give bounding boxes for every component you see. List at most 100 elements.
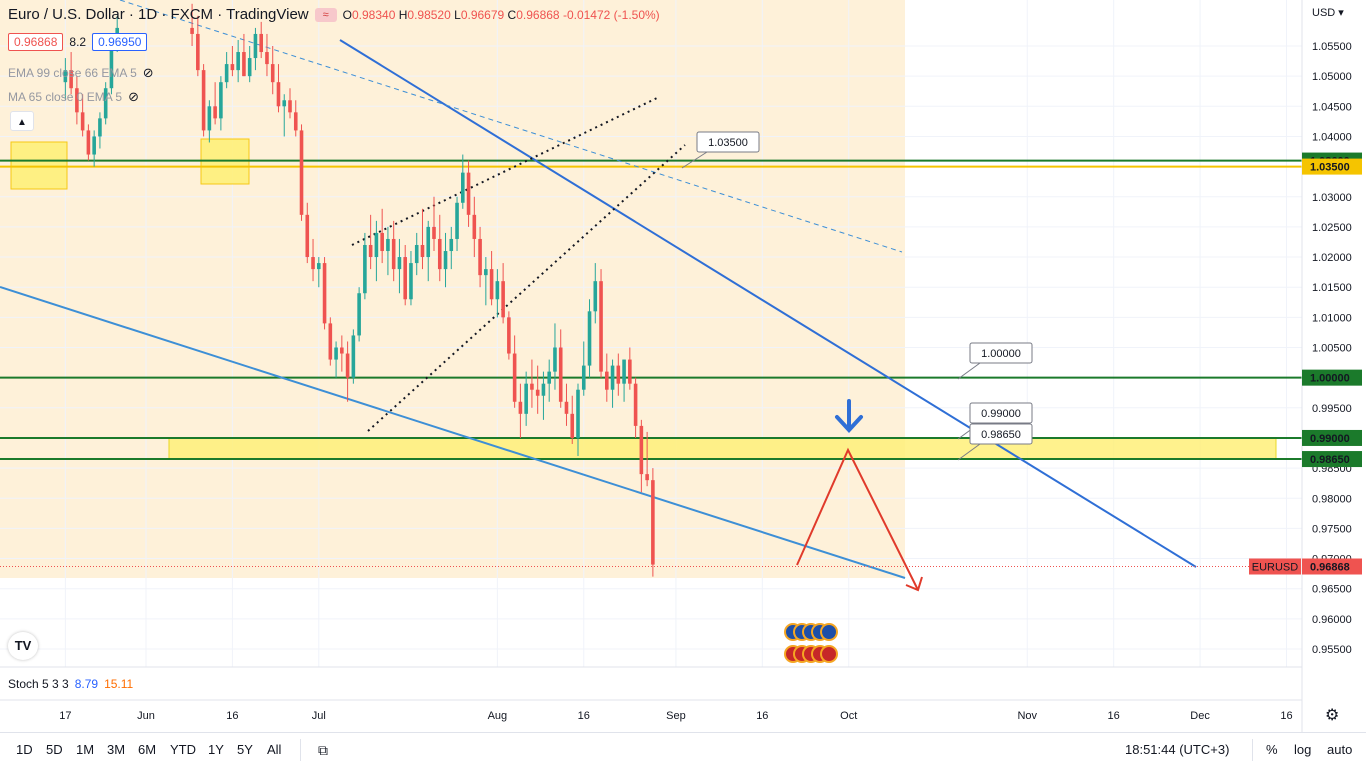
trend-line-lower[interactable] [0,286,906,579]
trend-line-dashed[interactable] [119,0,903,253]
timeframe-3m[interactable]: 3M [107,742,126,757]
candle-body [581,365,586,390]
channel-line-upper[interactable] [351,97,658,246]
candle-body [547,371,551,384]
time-tick-label: 17 [59,710,71,722]
collapse-legend-button[interactable]: ▲ [10,111,34,131]
stoch-legend: Stoch 5 3 3 8.79 15.11 [8,677,133,691]
time-tick-label: 16 [1280,710,1292,722]
price-level-badge-label: 0.99000 [1310,433,1350,445]
candle-body [426,226,431,258]
candle-body [75,88,79,113]
price-tick-label: 0.96500 [1312,584,1352,596]
candle-body [530,383,534,390]
candle-body [386,238,390,252]
usd-event-icon[interactable] [820,645,838,663]
callout-box[interactable] [969,342,1033,364]
auto-toggle[interactable]: auto [1327,742,1353,757]
price-chart[interactable]: 1.03500 1.00000 0.99000 0.98650 1.05500 1.050… [0,0,1366,732]
price-level-badge-label: 1.03500 [1310,162,1350,174]
candle-body [639,425,644,475]
candle-body [368,244,373,258]
callout-box[interactable] [969,402,1033,424]
candle-body [495,281,500,300]
price-tick-label: 1.00500 [1312,343,1352,355]
sell-price-box[interactable]: 0.96868 [8,33,64,51]
price-tick-label: 0.95500 [1312,644,1352,656]
price-tick-label: 0.98000 [1312,493,1352,505]
callout-box[interactable] [696,131,760,153]
timeframe-1m[interactable]: 1M [76,742,95,757]
candle-body [432,226,436,239]
symbol-menu-icon[interactable]: ≈ [314,7,337,22]
time-tick-label: Jun [137,710,155,722]
symbol-title[interactable]: Euro / U.S. Dollar · 1D · FXCM · Trading… [8,6,309,23]
candle-body [351,335,356,378]
buy-price-box[interactable]: 0.96950 [92,33,148,51]
clock-display[interactable]: 18:51:44 (UTC+3) [1125,742,1230,757]
candle-body [357,293,361,336]
candle-body [558,347,563,402]
percent-toggle[interactable]: % [1266,742,1278,757]
candle-body [86,130,91,155]
candle-body [420,244,425,258]
timeframe-ytd[interactable]: YTD [170,742,196,757]
stoch-d-value: 15.11 [104,677,134,691]
candle-body [489,269,494,300]
log-toggle[interactable]: log [1294,742,1312,757]
price-level-badge [1302,369,1362,386]
time-tick-label: 16 [578,710,590,722]
gear-icon[interactable]: ⚙ [1325,707,1340,724]
candle-body [501,281,505,318]
candle-body [92,136,96,155]
timeframe-1y[interactable]: 1Y [208,742,224,757]
timeframe-all[interactable]: All [267,742,282,757]
timeframe-5y[interactable]: 5Y [237,742,253,757]
candle-body [363,244,367,294]
forecast-arrowhead [905,576,923,592]
candle-body [196,33,200,71]
candle-body [219,82,223,119]
eye-off-icon[interactable]: ⊘ [142,65,154,80]
symbol-legend: Euro / U.S. Dollar · 1D · FXCM · Trading… [8,6,660,23]
time-tick-label: Aug [488,710,508,722]
symbol-tag-label: EURUSD [1252,562,1299,574]
candle-body [380,232,384,252]
candle-body [507,317,511,354]
time-tick-label: Sep [666,710,686,722]
timeframe-6m[interactable]: 6M [138,742,157,757]
candle-body [213,106,217,119]
candle-body [374,232,379,258]
indicator-ma-row[interactable]: MA 65 close 0 EMA 5 ⊘ [8,89,139,105]
calendar-range-icon[interactable]: ⧉ [318,742,328,758]
indicator-ema-row[interactable]: EMA 99 close 66 EMA 5 ⊘ [8,65,154,81]
candle-body [605,371,609,390]
candle-body [593,281,598,312]
candle-body [207,106,212,131]
arrow-down-icon[interactable] [835,399,863,433]
price-level-badge [1302,429,1362,446]
timeframe-1d[interactable]: 1D [16,742,33,757]
candle-body [276,82,281,107]
candle-body [449,238,454,252]
time-tick-label: 16 [1108,710,1120,722]
eur-event-icon[interactable] [820,623,838,641]
timeframe-5d[interactable]: 5D [46,742,63,757]
price-tick-label: 1.02000 [1312,252,1352,264]
chevron-down-icon: ▾ [1338,7,1344,19]
channel-line-lower[interactable] [367,144,686,432]
forecast-path[interactable] [796,447,919,591]
trend-line-upper[interactable] [339,39,1197,568]
spread-value: 8.2 [69,35,87,49]
last-price-badge-label: 0.96868 [1310,562,1350,574]
candle-body [610,365,615,390]
eye-off-icon[interactable]: ⊘ [128,89,139,104]
price-tick-label: 0.96000 [1312,614,1352,626]
callout-box[interactable] [969,423,1033,445]
candle-body [345,353,350,378]
stoch-label[interactable]: Stoch 5 3 3 [8,677,69,691]
currency-selector[interactable]: USD ▾ [1312,6,1344,19]
price-level-badge [1302,451,1362,468]
tradingview-logo-icon[interactable]: TV [8,632,38,660]
callout-label: 1.00000 [981,348,1021,360]
